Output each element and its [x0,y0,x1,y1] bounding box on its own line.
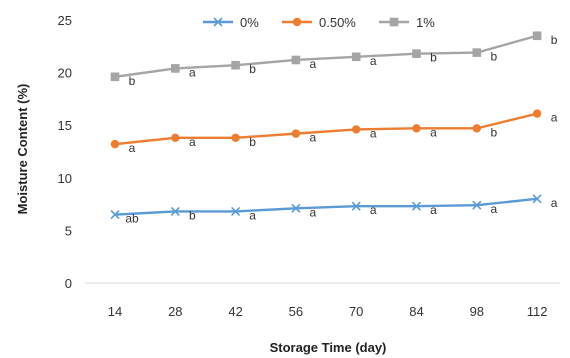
legend-label: 0.50% [319,15,356,30]
data-label: b [490,125,497,139]
data-point [412,49,421,58]
series-0: ab b a a a a a a [110,194,558,226]
legend: 0% 0.50% 1% [203,15,435,30]
data-label: a [430,203,437,217]
y-tick-label: 10 [58,171,72,186]
y-axis-title: Moisture Content (%) [15,84,30,215]
data-label: a [129,141,136,155]
data-point [412,124,421,133]
x-tick-label: 42 [228,304,242,319]
data-point [231,133,240,143]
data-point [351,52,361,62]
y-tick-label: 0 [65,276,72,291]
data-label: a [310,205,317,219]
data-label: b [490,50,497,64]
data-point [170,206,180,217]
data-point [110,139,120,149]
y-tick-label: 25 [58,13,72,28]
data-point [291,129,301,138]
data-point [171,64,180,73]
data-point [291,55,301,65]
data-point [291,203,301,213]
x-axis-title: Storage Time (day) [270,340,387,355]
legend-item: 0% [203,15,259,30]
data-label: b [551,33,558,47]
data-point [472,48,482,57]
data-point [532,194,542,204]
data-point [352,125,361,134]
data-point [292,17,302,27]
series-line [114,197,538,216]
data-label: a [189,65,196,79]
data-point [472,200,482,210]
legend-label: 0% [240,15,259,30]
data-label: a [551,196,558,210]
data-label: a [189,135,196,149]
x-tick-label: 84 [409,304,423,319]
x-axis-ticks: 14 28 42 56 70 84 98 112 [108,304,548,319]
data-label: b [189,208,196,222]
series-1: a a b a a a b a [110,109,558,155]
data-label: a [430,125,437,139]
data-label: b [249,62,256,76]
data-label: a [370,203,377,217]
data-label: a [551,111,558,125]
data-point [411,201,422,211]
data-point [472,124,481,133]
y-tick-label: 15 [58,118,72,133]
data-label: a [249,208,256,222]
x-tick-label: 14 [108,304,122,319]
series-2: b a b a a b b b [110,31,558,88]
data-point [213,17,223,27]
data-point [110,210,120,220]
legend-item: 1% [379,15,435,30]
data-label: a [310,131,317,145]
series-line [114,112,538,146]
data-point [110,72,120,82]
data-point [351,201,361,211]
x-tick-label: 112 [527,304,548,319]
data-label: b [129,74,136,88]
data-label: a [370,54,377,68]
x-tick-label: 56 [289,304,303,319]
legend-item: 0.50% [282,15,356,30]
data-point [532,31,542,41]
series-line [114,34,538,78]
data-label: b [430,51,437,65]
data-point [231,206,241,217]
data-label: b [249,135,256,149]
data-point [231,60,240,70]
data-point [171,133,180,143]
data-label: a [310,57,317,71]
legend-label: 1% [416,15,435,30]
data-point [389,17,399,27]
data-label: ab [125,212,139,226]
data-label: a [490,202,497,216]
x-tick-label: 98 [470,304,484,319]
y-tick-label: 5 [65,223,72,238]
x-tick-label: 28 [168,304,182,319]
x-tick-label: 70 [349,304,363,319]
data-label: a [370,126,377,140]
y-axis-ticks: 0 5 10 15 20 25 [58,13,72,291]
data-point [532,109,542,118]
y-tick-label: 20 [58,66,72,81]
